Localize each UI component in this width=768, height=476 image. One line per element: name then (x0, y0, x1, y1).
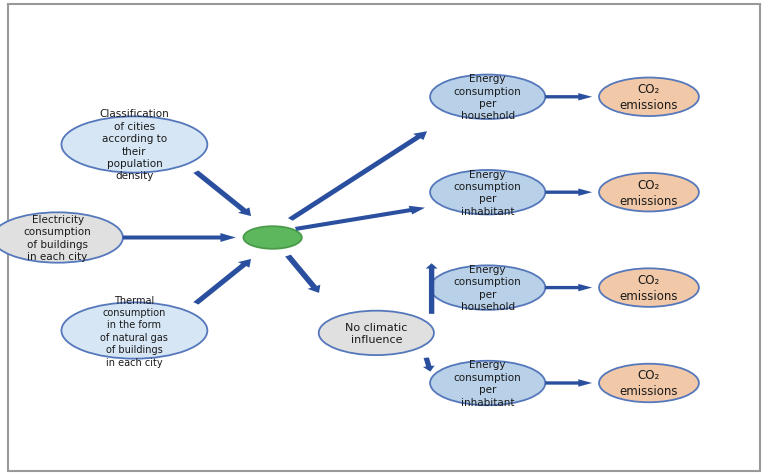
FancyArrow shape (123, 234, 236, 242)
FancyArrow shape (425, 264, 438, 314)
Ellipse shape (430, 75, 545, 120)
Ellipse shape (61, 303, 207, 359)
Ellipse shape (430, 170, 545, 215)
Text: Electricity
consumption
of buildings
in each city: Electricity consumption of buildings in … (24, 215, 91, 261)
Ellipse shape (0, 213, 123, 263)
Text: No climatic
influence: No climatic influence (345, 322, 408, 344)
Text: Energy
consumption
per
household: Energy consumption per household (454, 265, 521, 311)
Text: Thermal
consumption
in the form
of natural gas
of buildings
in each city: Thermal consumption in the form of natur… (101, 295, 168, 367)
Ellipse shape (430, 266, 545, 310)
Ellipse shape (599, 174, 699, 212)
Ellipse shape (599, 79, 699, 117)
FancyArrow shape (545, 189, 592, 197)
Ellipse shape (599, 364, 699, 402)
FancyArrow shape (194, 171, 251, 217)
Text: Classification
of cities
according to
their
population
density: Classification of cities according to th… (100, 109, 169, 181)
FancyArrow shape (545, 94, 592, 101)
Ellipse shape (61, 117, 207, 173)
Text: CO₂
emissions: CO₂ emissions (620, 274, 678, 302)
FancyArrow shape (545, 379, 592, 387)
Text: Energy
consumption
per
inhabitant: Energy consumption per inhabitant (454, 360, 521, 407)
FancyArrow shape (423, 357, 435, 372)
Ellipse shape (430, 361, 545, 406)
FancyArrow shape (285, 255, 320, 293)
FancyArrow shape (545, 284, 592, 292)
Ellipse shape (243, 227, 302, 249)
FancyArrow shape (295, 207, 425, 231)
Text: CO₂
emissions: CO₂ emissions (620, 178, 678, 207)
Ellipse shape (319, 311, 434, 356)
Text: CO₂
emissions: CO₂ emissions (620, 369, 678, 397)
Text: Energy
consumption
per
inhabitant: Energy consumption per inhabitant (454, 169, 521, 216)
Ellipse shape (599, 269, 699, 307)
FancyArrow shape (194, 259, 251, 305)
FancyArrow shape (288, 132, 427, 221)
Text: CO₂
emissions: CO₂ emissions (620, 83, 678, 112)
Text: Energy
consumption
per
household: Energy consumption per household (454, 74, 521, 121)
